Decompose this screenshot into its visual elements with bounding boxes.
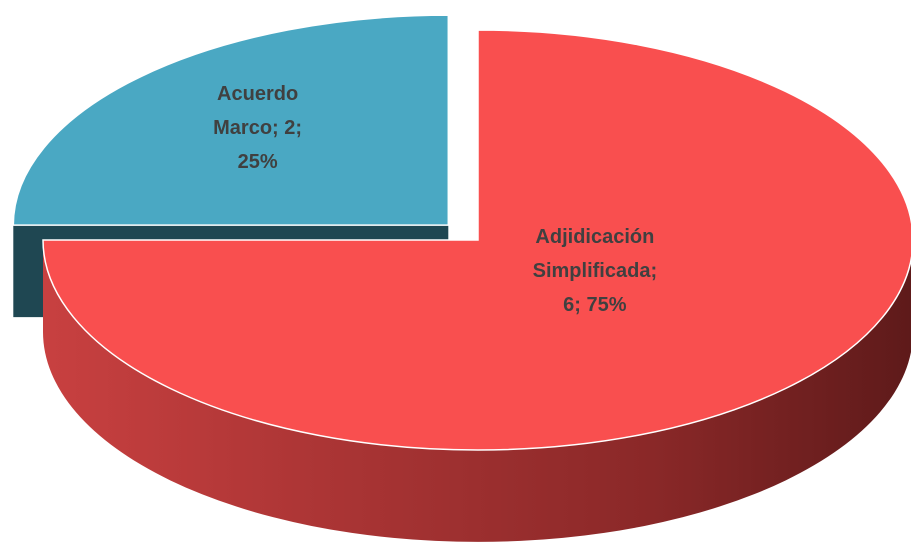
label-name: Adjidicación Simplificada [532, 226, 655, 283]
slice-top [42, 29, 911, 451]
label-separator: ; [272, 117, 279, 140]
data-label: Adjidicación Simplificada; 6; 75% [525, 220, 665, 322]
slice-side [43, 240, 911, 542]
data-label: Acuerdo Marco; 2; 25% [193, 77, 323, 179]
label-value: 2 [284, 117, 296, 140]
label-separator: ; [650, 260, 658, 283]
slice-top [12, 14, 450, 226]
label-name: Acuerdo Marco [213, 83, 299, 140]
label-separator: ; [574, 294, 581, 317]
label-percent: 25% [237, 151, 278, 174]
label-percent: 75% [586, 294, 627, 317]
label-separator: ; [295, 117, 303, 140]
label-value: 6 [563, 294, 575, 317]
slice [42, 29, 911, 542]
